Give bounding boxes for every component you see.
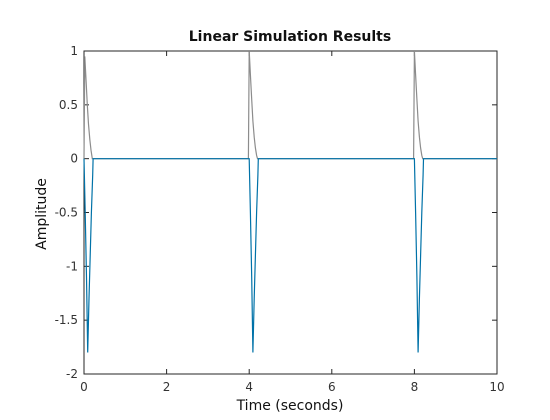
x-axis-label: Time (seconds)	[236, 398, 344, 414]
series-line-output	[83, 158, 497, 353]
series-line-input	[83, 50, 497, 160]
x-tick-label: 6	[328, 380, 336, 394]
x-tick-label: 2	[163, 380, 171, 394]
y-tick-label: -1.5	[55, 313, 78, 327]
x-tick-label: 4	[245, 380, 253, 394]
x-tick-label: 8	[411, 380, 419, 394]
y-tick-label: 0	[70, 152, 78, 166]
y-ticks: -2 -1.5 -1 -0.5 0 0.5 1	[55, 44, 497, 381]
y-tick-label: -2	[66, 367, 78, 381]
y-tick-label: 1	[70, 44, 78, 58]
x-tick-label: 10	[489, 380, 504, 394]
series-layer	[83, 50, 497, 353]
y-tick-label: -1	[66, 259, 78, 273]
y-axis-label: Amplitude	[34, 178, 50, 250]
plot-frame	[83, 50, 498, 375]
chart-title: Linear Simulation Results	[189, 29, 391, 45]
y-tick-label: 0.5	[59, 98, 78, 112]
x-tick-label: 0	[80, 380, 88, 394]
y-tick-label: -0.5	[55, 206, 78, 220]
plot-area	[83, 50, 498, 375]
